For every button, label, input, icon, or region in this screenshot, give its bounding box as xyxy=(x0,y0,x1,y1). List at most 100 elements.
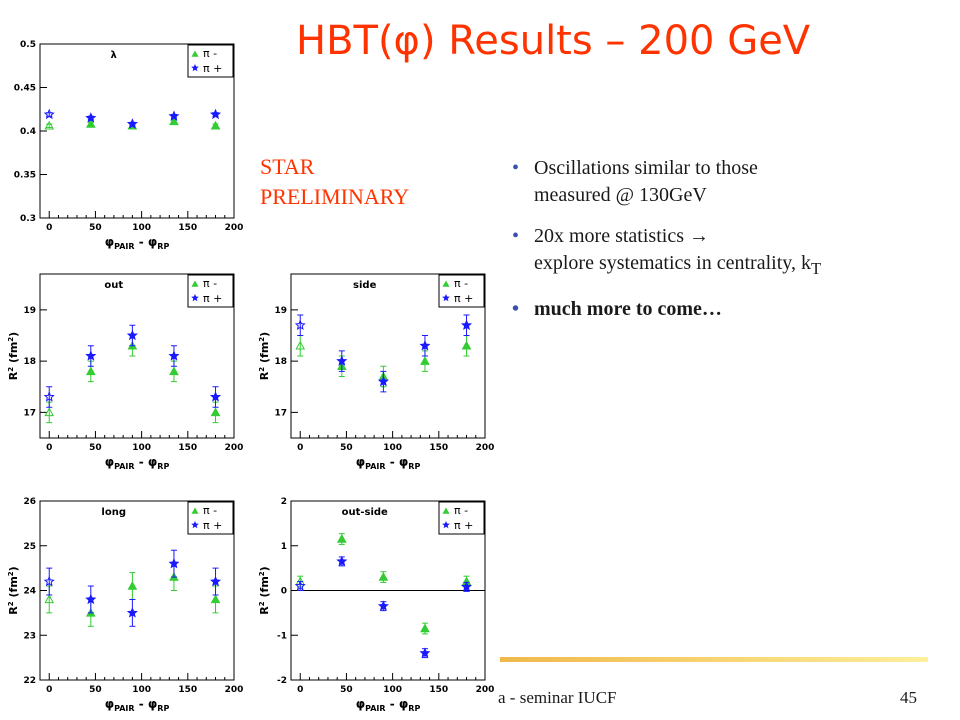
x-tick-label: 50 xyxy=(340,443,353,453)
pi-minus-point xyxy=(378,572,389,581)
bullet-line: much more to come… xyxy=(534,298,722,320)
pi-plus-point xyxy=(419,647,431,658)
legend-box xyxy=(438,501,485,535)
panel-title: out-side xyxy=(342,507,388,518)
pi-plus-point xyxy=(460,581,473,592)
bullet-line: measured @ 130GeV xyxy=(534,184,707,206)
x-tick-label: 200 xyxy=(476,443,495,453)
pi-plus-point xyxy=(126,329,138,341)
x-tick-label: 200 xyxy=(225,685,244,695)
legend-pi-plus-label: π + xyxy=(203,62,222,75)
bullet-item: • 20x more statistics → explore systemat… xyxy=(512,223,942,282)
x-tick-label: 150 xyxy=(178,443,197,453)
legend-pi-minus-marker xyxy=(191,50,199,57)
y-tick-label: 24 xyxy=(23,587,36,597)
legend-pi-plus-label: π + xyxy=(454,519,473,532)
x-tick-label: 150 xyxy=(178,223,197,233)
y-tick-label: 0.35 xyxy=(14,171,36,181)
x-axis-label: φPAIR - φRP xyxy=(105,235,170,251)
pi-minus-point xyxy=(85,366,96,376)
bullet-item: • much more to come… xyxy=(512,296,942,323)
legend-pi-plus-label: π + xyxy=(203,519,222,532)
pi-minus-point xyxy=(420,623,430,633)
pi-plus-point xyxy=(43,108,55,120)
footer-text: a - seminar IUCF xyxy=(498,688,617,707)
y-tick-label: 26 xyxy=(23,497,36,507)
x-tick-label: 100 xyxy=(132,685,151,695)
y-tick-label: 18 xyxy=(23,357,36,367)
pi-minus-point xyxy=(44,120,55,130)
y-axis-label: R2 (fm2) xyxy=(7,566,20,614)
x-axis-label: φPAIR - φRP xyxy=(105,455,170,471)
legend-pi-plus-marker xyxy=(191,521,199,529)
pi-plus-point xyxy=(209,391,222,402)
legend-pi-plus-label: π + xyxy=(454,292,473,305)
x-tick-label: 0 xyxy=(297,443,303,453)
slide-title: HBT(φ) Results – 200 GeV xyxy=(296,18,811,64)
r-long-plot: 0 50 100 150 200 22 23 24 25 26 φPAIR - φRP R2 (fm2… xyxy=(7,497,244,713)
x-tick-label: 50 xyxy=(89,443,102,453)
x-axis-label: φPAIR - φRP xyxy=(105,697,170,713)
legend-pi-minus-marker xyxy=(191,280,199,287)
x-tick-label: 150 xyxy=(429,443,448,453)
r-out-plot: 0 50 100 150 200 17 18 19 φPAIR - φRP R2 (fm2) out… xyxy=(7,273,244,471)
bullet-list: • Oscillations similar to those measured… xyxy=(512,155,942,337)
legend-box xyxy=(187,274,234,308)
legend-pi-minus-marker xyxy=(442,280,450,287)
x-tick-label: 0 xyxy=(46,223,52,233)
y-tick-label: 0.5 xyxy=(20,40,36,50)
preliminary-label: STAR PRELIMINARY xyxy=(260,152,409,212)
panel-title: side xyxy=(353,280,377,291)
legend-box xyxy=(187,501,234,535)
y-tick-label: 19 xyxy=(23,306,36,316)
pi-plus-point xyxy=(336,555,348,567)
panel-title: long xyxy=(101,507,126,518)
pi-plus-point xyxy=(377,600,389,611)
y-axis-label: R2 (fm2) xyxy=(7,332,20,380)
pi-plus-point xyxy=(126,118,138,129)
pi-plus-point xyxy=(294,319,306,330)
bullet-dot-icon: • xyxy=(512,157,520,179)
pi-plus-point xyxy=(336,355,348,366)
legend-box xyxy=(438,274,485,308)
pi-minus-point xyxy=(336,534,347,543)
pi-minus-point xyxy=(44,407,55,417)
x-tick-label: 200 xyxy=(225,223,244,233)
legend-pi-minus-marker xyxy=(191,507,199,514)
bullet-subscript: T xyxy=(810,259,822,278)
pi-plus-point xyxy=(209,575,222,587)
y-tick-label: 2 xyxy=(281,497,287,507)
pi-plus-point xyxy=(209,108,222,120)
pi-plus-point xyxy=(294,580,306,591)
pi-minus-point xyxy=(210,594,221,604)
pi-plus-point xyxy=(168,557,180,569)
y-tick-label: 17 xyxy=(23,408,36,418)
bullet-item: • Oscillations similar to those measured… xyxy=(512,155,942,209)
pi-plus-point xyxy=(377,375,389,387)
y-tick-label: 1 xyxy=(281,542,287,552)
x-tick-label: 200 xyxy=(225,443,244,453)
legend-pi-minus-label: π - xyxy=(203,504,217,517)
y-tick-label: 17 xyxy=(274,408,287,418)
pi-plus-point xyxy=(168,350,180,361)
x-tick-label: 200 xyxy=(476,685,495,695)
r-side-plot: 0 50 100 150 200 17 18 19 φPAIR - φRP R2 (fm2) sid… xyxy=(258,273,495,471)
r-outside-plot: 0 50 100 150 200 -2 -1 0 1 2 φPAIR - φRP R2 (fm2) ou… xyxy=(258,497,495,713)
y-axis-label: R2 (fm2) xyxy=(258,332,271,380)
legend-box xyxy=(187,44,234,78)
y-tick-label: -1 xyxy=(277,631,287,641)
y-tick-label: 0.45 xyxy=(14,84,36,94)
legend-pi-minus-label: π - xyxy=(203,277,217,290)
pi-minus-point xyxy=(85,119,96,128)
pi-plus-point xyxy=(419,339,431,351)
legend-pi-minus-label: π - xyxy=(203,47,217,60)
pi-minus-point xyxy=(44,594,55,604)
y-tick-label: 18 xyxy=(274,357,287,367)
pi-minus-point xyxy=(210,120,221,130)
y-axis-label: R2 (fm2) xyxy=(258,566,271,614)
x-tick-label: 50 xyxy=(340,685,353,695)
y-tick-label: 19 xyxy=(274,306,287,316)
y-tick-label: 22 xyxy=(23,676,36,686)
y-tick-label: 23 xyxy=(23,631,36,641)
x-tick-label: 0 xyxy=(297,685,303,695)
